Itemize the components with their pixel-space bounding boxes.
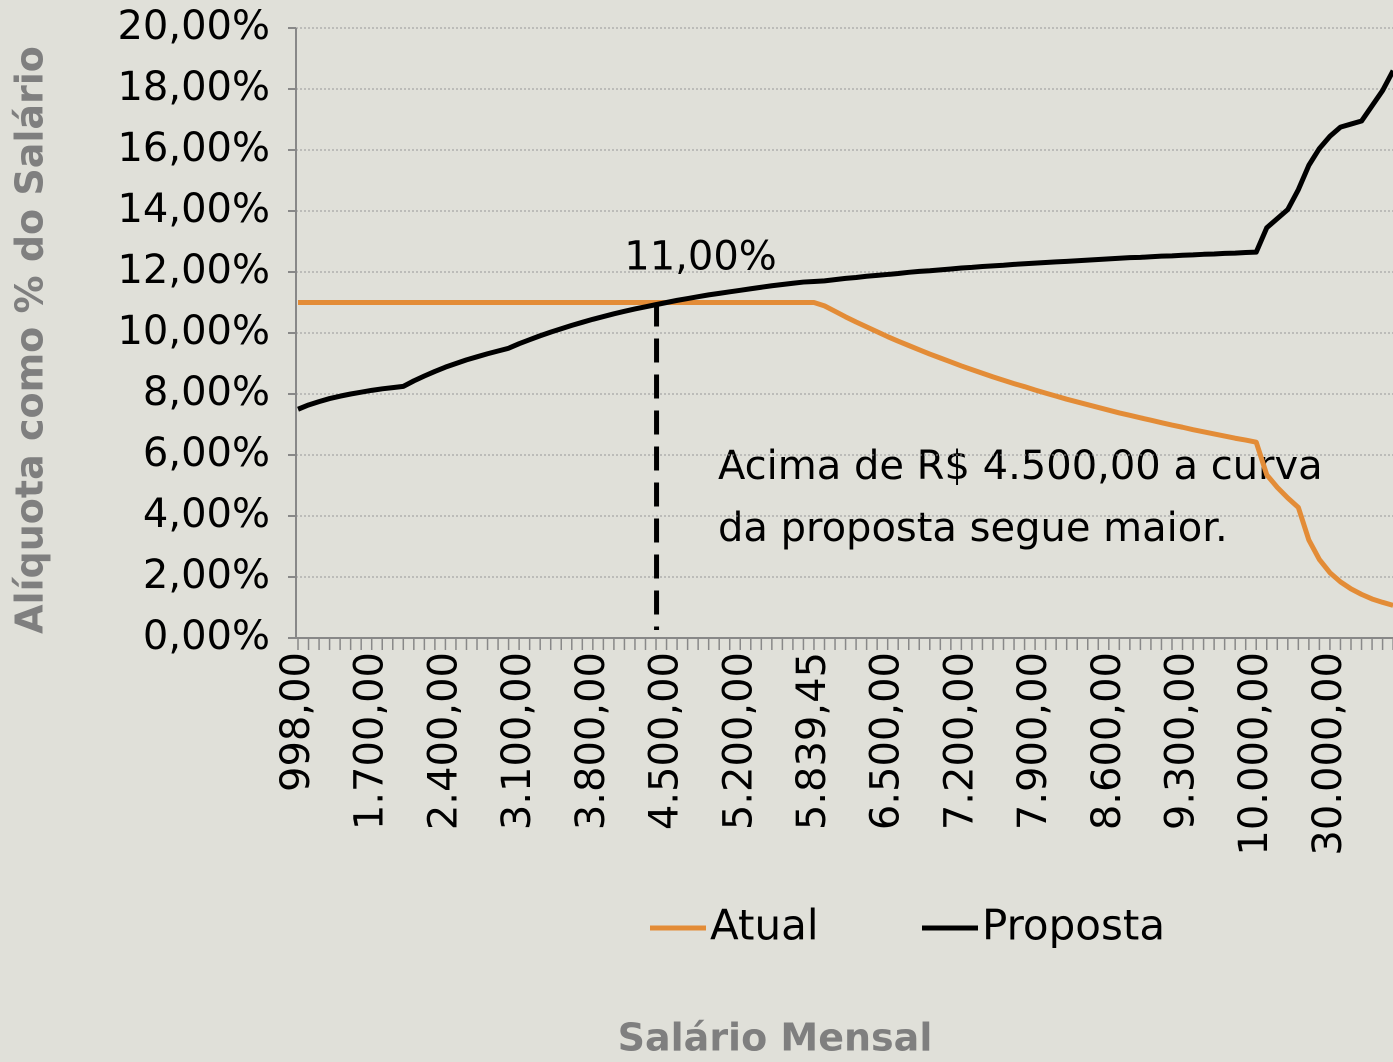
x-tick-label: 10.000,00 — [1231, 652, 1277, 856]
x-tick-label: 30.000,00 — [1305, 652, 1351, 856]
y-axis-title: Alíquota como % do Salário — [8, 46, 52, 634]
x-tick-label: 4.500,00 — [642, 652, 688, 830]
series-line — [298, 300, 1393, 608]
y-tick-label: 14,00% — [117, 186, 270, 232]
y-tick-label: 18,00% — [117, 64, 270, 110]
legend-label: Atual — [710, 901, 819, 950]
y-tick-label: 20,00% — [117, 3, 270, 49]
y-tick-label: 12,00% — [117, 247, 270, 293]
x-tick-label: 7.200,00 — [936, 652, 982, 830]
y-tick-label: 0,00% — [143, 613, 270, 659]
x-tick-label: 998,00 — [273, 652, 319, 792]
x-tick-label: 1.700,00 — [347, 652, 393, 830]
x-tick-label: 6.500,00 — [863, 652, 909, 830]
y-tick-label: 4,00% — [143, 491, 270, 537]
x-tick-label: 5.200,00 — [715, 652, 761, 830]
annotation: da proposta segue maior. — [718, 505, 1228, 551]
x-tick-label: 3.100,00 — [494, 652, 540, 830]
x-axis-title: Salário Mensal — [618, 1016, 933, 1060]
x-tick-label: 2.400,00 — [420, 652, 466, 830]
x-tick-label: 9.300,00 — [1158, 652, 1204, 830]
annotation: Acima de R$ 4.500,00 a curva — [718, 443, 1323, 489]
y-tick-label: 6,00% — [143, 430, 270, 476]
y-tick-label: 10,00% — [117, 308, 270, 354]
x-tick-label: 7.900,00 — [1010, 652, 1056, 830]
series-line — [297, 69, 1393, 412]
x-tick-label: 5.839,45 — [789, 652, 835, 830]
y-tick-label: 2,00% — [143, 552, 270, 598]
legend-label: Proposta — [982, 901, 1165, 950]
y-tick-label: 16,00% — [117, 125, 270, 171]
annotation-label: 11,00% — [624, 234, 777, 280]
x-tick-label: 8.600,00 — [1084, 652, 1130, 830]
x-tick-label: 3.800,00 — [568, 652, 614, 830]
y-tick-label: 8,00% — [143, 369, 270, 415]
